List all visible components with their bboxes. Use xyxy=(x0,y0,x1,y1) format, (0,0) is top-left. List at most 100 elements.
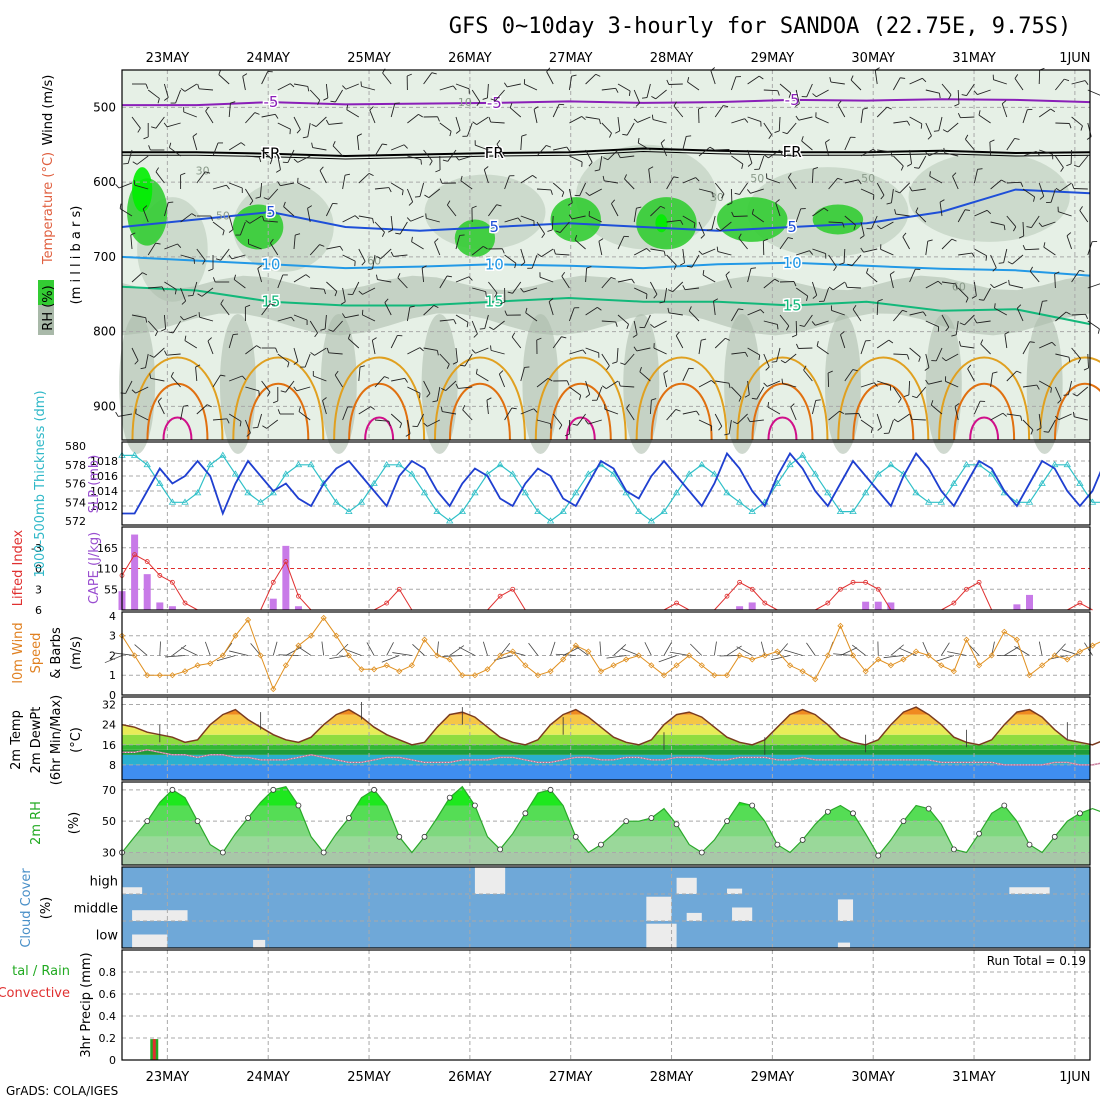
wind-barb-flag xyxy=(806,295,809,301)
wind-barb xyxy=(512,281,522,294)
wind-barb xyxy=(790,406,797,421)
rh2m-point xyxy=(446,794,453,801)
wind-barb xyxy=(436,386,441,401)
date-label-top: 31MAY xyxy=(952,51,996,66)
wind-barb-flag xyxy=(872,148,878,153)
wind-barb-flag xyxy=(758,75,764,80)
wind-barb-flag xyxy=(276,169,281,173)
warm-contour-loop xyxy=(549,382,612,441)
wind10-point xyxy=(648,662,655,669)
wind-barb xyxy=(212,142,219,157)
wind-barb xyxy=(180,406,184,421)
wind-barb-flag xyxy=(283,201,286,207)
wind-barb-flag xyxy=(462,405,466,410)
wind-barb-flag xyxy=(888,339,894,344)
wind-barb-flag xyxy=(142,272,148,276)
wind-barb xyxy=(763,89,778,92)
wind-barb xyxy=(257,413,263,428)
wind-barb-flag xyxy=(709,146,715,151)
wind-barb xyxy=(636,347,651,352)
wind-barb xyxy=(520,408,534,415)
wind-barb-flag xyxy=(547,377,553,382)
wind-barb-flag xyxy=(149,354,155,358)
rh2m-point xyxy=(497,846,504,853)
wind-barb-flag xyxy=(673,176,679,179)
wind-barb xyxy=(624,353,635,365)
wind-barb xyxy=(1048,419,1056,433)
cape-bar xyxy=(143,574,151,610)
wind-barb xyxy=(889,274,894,289)
wind-barb xyxy=(1004,334,1008,349)
wind-barb-flag xyxy=(1003,225,1006,231)
wind-barb-flag xyxy=(686,135,692,137)
li-point xyxy=(674,600,679,606)
wind-barb-flag xyxy=(354,215,360,220)
wind-barb xyxy=(239,221,246,236)
wind-barb-flag xyxy=(489,326,494,331)
wind-barb-flag xyxy=(965,134,969,140)
wind-barb xyxy=(952,176,959,190)
wind-barb xyxy=(844,215,856,226)
wind10-barb xyxy=(392,652,412,656)
wind-barb xyxy=(830,81,845,85)
wind10-point xyxy=(131,652,138,659)
pressure-tick-label: 700 xyxy=(93,250,116,264)
wind-barb xyxy=(293,116,301,130)
wind-barb xyxy=(747,116,761,122)
wind-barb-flag xyxy=(682,285,686,290)
cloud-clear-block xyxy=(646,896,672,921)
li-point xyxy=(296,593,301,599)
wind10-point xyxy=(925,652,932,659)
wind10-barb xyxy=(947,651,967,656)
wind10-barb xyxy=(278,654,299,656)
wind-barb xyxy=(750,188,764,194)
warm-contour-loop xyxy=(364,416,395,441)
wind-barb-flag xyxy=(280,390,286,393)
thickness-point xyxy=(987,470,996,477)
wind-barb xyxy=(455,314,469,323)
wind-barb xyxy=(1011,254,1024,265)
wind-barb-flag xyxy=(696,410,700,416)
wind-barb-flag xyxy=(793,281,797,287)
wind-barb-flag xyxy=(404,378,408,383)
wind-barb xyxy=(1059,182,1072,192)
wind-barb xyxy=(498,373,506,388)
wind10-barb xyxy=(1038,641,1043,656)
rh2m-point xyxy=(396,833,403,840)
wind-barb xyxy=(1055,78,1065,91)
temp-band xyxy=(122,764,1090,780)
warm-contour-loop xyxy=(767,416,798,441)
thickness-point xyxy=(370,479,378,486)
wind-barb-flag xyxy=(738,233,742,239)
wind10-barb xyxy=(272,641,278,656)
wind-barb xyxy=(1055,155,1064,168)
wind-barb-flag xyxy=(747,417,751,422)
li-line-segment xyxy=(386,588,400,604)
wind-barb xyxy=(860,148,874,157)
wind-barb xyxy=(806,83,813,97)
wind-barb-flag xyxy=(840,331,845,336)
rh-shading xyxy=(550,197,601,242)
wind-barb-flag xyxy=(274,114,279,119)
wind-barb-flag xyxy=(424,194,429,199)
wind-barb xyxy=(428,188,441,198)
wind10-barb xyxy=(658,655,677,663)
wind-barb-flag xyxy=(1064,78,1070,82)
wind-barb-flag xyxy=(401,190,404,196)
wind-barb xyxy=(342,254,356,262)
wind-barb-flag xyxy=(325,119,330,125)
wind-barb xyxy=(918,155,927,169)
wind-barb-flag xyxy=(411,236,413,242)
wind-barb xyxy=(147,320,158,332)
wind-barb-flag xyxy=(388,229,393,233)
temp-contour-label: -5 xyxy=(487,94,502,112)
thickness-point xyxy=(294,460,303,468)
date-label-bottom: 28MAY xyxy=(650,1070,694,1085)
wind-barb xyxy=(358,248,366,262)
wind-barb xyxy=(655,89,667,100)
wind-barb-flag xyxy=(441,387,446,391)
wind-barb-flag xyxy=(479,328,485,330)
wind-barb-flag xyxy=(648,166,654,170)
thickness-point xyxy=(584,470,593,477)
wind-barb-flag xyxy=(744,118,749,123)
